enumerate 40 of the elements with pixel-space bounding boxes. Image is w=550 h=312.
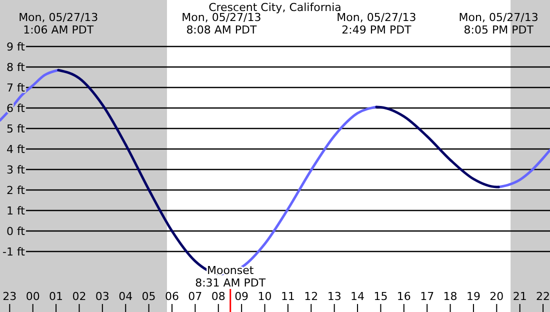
- x-tick-label: 03: [95, 290, 110, 303]
- x-tick-label: 14: [350, 290, 365, 303]
- y-tick-label: 9 ft: [6, 40, 26, 54]
- y-tick-label: 2 ft: [6, 184, 26, 197]
- x-tick-label: 21: [512, 290, 527, 303]
- x-tick-label: 13: [327, 290, 342, 303]
- x-tick-label: 17: [420, 290, 434, 303]
- annotation: Mon, 05/27/13 8:08 AM PDT: [182, 11, 262, 36]
- y-tick-label: 5 ft: [6, 122, 26, 136]
- x-tick-label: 01: [49, 290, 64, 303]
- annotation: Mon, 05/27/13 8:05 PM PDT: [458, 11, 538, 36]
- y-tick-label: 4 ft: [6, 142, 26, 156]
- y-tick-label: 0 ft: [6, 224, 26, 238]
- x-tick-label: 19: [466, 290, 480, 303]
- y-tick-label: -1 ft: [2, 245, 26, 258]
- y-tick-label: 7 ft: [6, 81, 26, 94]
- x-tick-label: 05: [142, 290, 156, 303]
- annotation: Mon, 05/27/13 2:49 PM PDT: [336, 11, 416, 36]
- x-tick-label: 22: [536, 290, 550, 303]
- x-tick-label: 23: [2, 290, 17, 303]
- x-tick-label: 06: [164, 290, 179, 303]
- x-tick-label: 15: [374, 290, 388, 303]
- y-tick-label: 1 ft: [6, 204, 26, 218]
- x-tick-label: 11: [280, 290, 295, 303]
- y-tick-label: 3 ft: [6, 163, 26, 176]
- annotation: Mon, 05/27/13 1:06 AM PDT: [18, 11, 98, 36]
- chart-title: Crescent City, California: [208, 1, 342, 14]
- x-tick-label: 04: [118, 290, 133, 303]
- x-tick-label: 18: [443, 290, 458, 303]
- x-tick-label: 08: [211, 290, 226, 303]
- x-tick-label: 10: [258, 290, 272, 303]
- x-tick-label: 02: [72, 290, 86, 303]
- y-tick-label: 8 ft: [6, 60, 26, 74]
- x-tick-label: 00: [26, 290, 40, 303]
- x-tick-label: 16: [396, 290, 411, 303]
- x-tick-label: 07: [188, 290, 202, 303]
- y-tick-label: 6 ft: [6, 102, 26, 115]
- x-tick-label: 12: [304, 290, 318, 303]
- x-tick-label: 09: [234, 290, 249, 303]
- x-tick-label: 20: [490, 290, 504, 303]
